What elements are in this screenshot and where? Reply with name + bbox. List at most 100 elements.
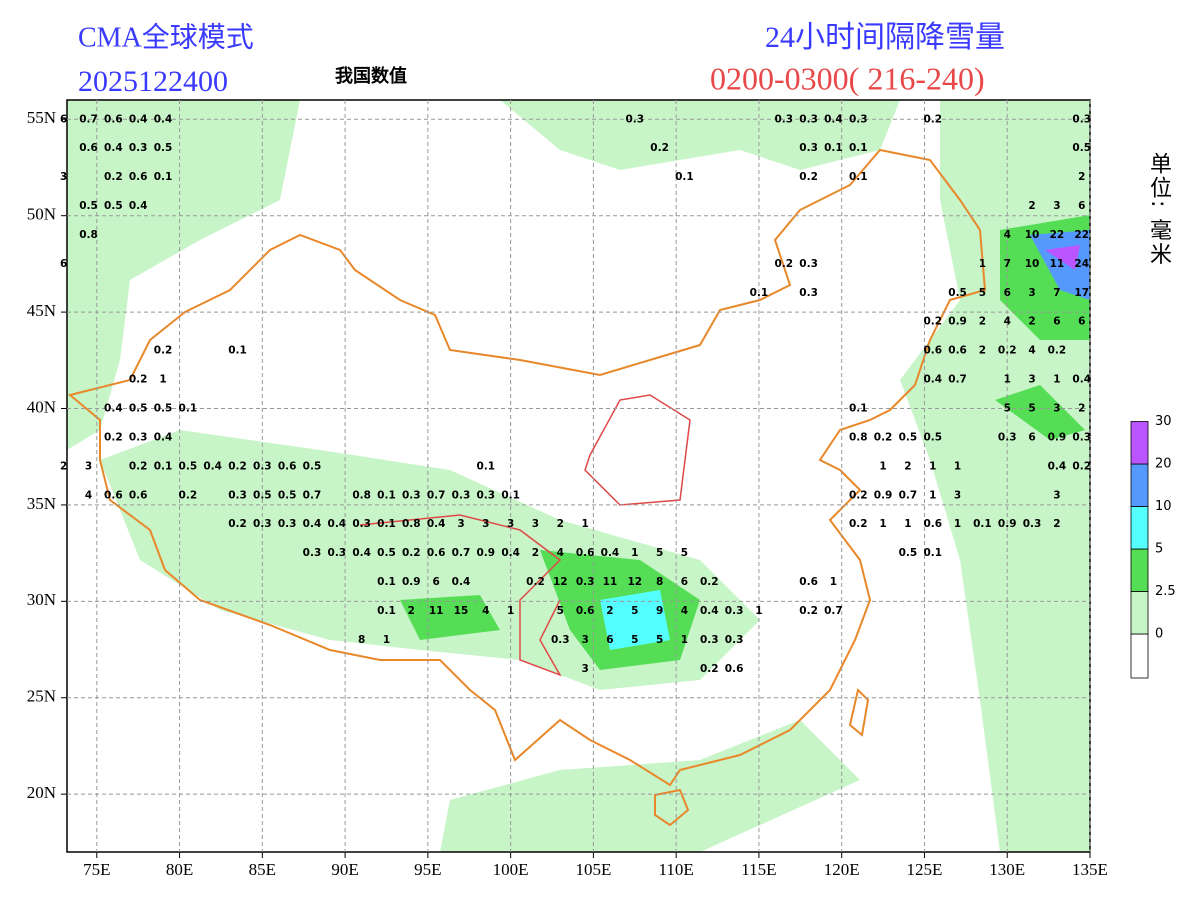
station-value: 4 — [85, 489, 92, 501]
station-value: 11 — [603, 576, 618, 588]
station-value: 0.2 — [228, 518, 247, 530]
x-tick-label: 100E — [493, 860, 529, 879]
y-tick-label: 50N — [27, 205, 56, 224]
station-value: 6 — [606, 634, 613, 646]
station-value: 10 — [1025, 258, 1040, 270]
station-value: 3 — [1053, 489, 1060, 501]
station-value: 0.5 — [899, 431, 918, 443]
legend-swatch — [1130, 591, 1149, 635]
country-border — [67, 148, 987, 787]
x-tick-label: 95E — [414, 860, 441, 879]
station-value: 17 — [1074, 287, 1089, 299]
station-value: 1 — [979, 258, 986, 270]
station-value: 0.9 — [402, 576, 421, 588]
station-value: 0.1 — [824, 142, 843, 154]
station-value: 0.4 — [501, 547, 520, 559]
station-value: 2 — [60, 460, 67, 472]
station-value: 0.1 — [849, 142, 868, 154]
station-value: 0.4 — [104, 142, 123, 154]
station-value: 2 — [1028, 316, 1035, 328]
station-value: 0.2 — [923, 113, 942, 125]
station-value: 0.8 — [849, 431, 868, 443]
station-value: 6 — [1078, 316, 1085, 328]
station-value: 0.3 — [774, 113, 793, 125]
station-value: 0.2 — [402, 547, 421, 559]
station-value: 6 — [1004, 287, 1011, 299]
station-value: 15 — [454, 605, 469, 617]
field-patch — [600, 590, 670, 650]
station-value: 11 — [429, 605, 444, 617]
station-value: 3 — [1028, 287, 1035, 299]
station-value: 0.3 — [799, 113, 818, 125]
station-value: 0.6 — [129, 171, 148, 183]
station-value: 1 — [755, 605, 762, 617]
legend-swatch — [1130, 548, 1149, 592]
product-title: 24小时间隔降雪量 — [765, 21, 1005, 54]
station-value: 1 — [581, 518, 588, 530]
field-patch — [500, 100, 900, 170]
station-value: 0.5 — [129, 403, 148, 415]
station-value: 0.1 — [179, 403, 198, 415]
station-value: 3 — [457, 518, 464, 530]
station-value: 22 — [1050, 229, 1065, 241]
station-value: 6 — [432, 576, 439, 588]
station-value: 1 — [1053, 374, 1060, 386]
legend-label: 30 — [1155, 414, 1172, 429]
station-value: 0.4 — [452, 576, 471, 588]
legend-label: 20 — [1155, 457, 1172, 472]
station-value: 0.3 — [799, 258, 818, 270]
station-value: 6 — [60, 258, 67, 270]
station-value: 0.6 — [104, 489, 123, 501]
station-value: 2 — [979, 316, 986, 328]
station-value: 0.2 — [923, 316, 942, 328]
station-value: 1 — [879, 518, 886, 530]
station-value: 0.1 — [675, 171, 694, 183]
station-value: 0.6 — [576, 547, 595, 559]
legend-label: 5 — [1155, 542, 1163, 557]
legend-label: 0 — [1155, 627, 1163, 642]
station-value: 0.2 — [1048, 345, 1067, 357]
station-value: 6 — [1053, 316, 1060, 328]
station-value: 12 — [627, 576, 642, 588]
station-value: 4 — [482, 605, 489, 617]
station-value: 0.2 — [1072, 460, 1091, 472]
field-patch — [900, 100, 1090, 852]
station-value: 0.5 — [179, 460, 198, 472]
station-value: 8 — [358, 634, 365, 646]
station-value: 0.3 — [1072, 431, 1091, 443]
station-value: 0.4 — [601, 547, 620, 559]
station-value: 3 — [482, 518, 489, 530]
station-value: 0.6 — [725, 663, 744, 675]
y-tick-label: 55N — [27, 108, 56, 127]
station-value: 5 — [631, 605, 638, 617]
station-value: 0.3 — [849, 113, 868, 125]
legend-label: 2.5 — [1155, 584, 1176, 599]
station-value: 0.5 — [154, 403, 173, 415]
station-value: 0.2 — [129, 460, 148, 472]
station-value: 0.3 — [278, 518, 297, 530]
station-value: 0.5 — [948, 287, 967, 299]
station-value: 24 — [1074, 258, 1089, 270]
station-value: 0.5 — [303, 460, 322, 472]
y-tick-label: 40N — [27, 397, 56, 416]
station-value: 5 — [656, 634, 663, 646]
run-time: 2025122400 — [78, 65, 228, 98]
station-value: 0.6 — [923, 518, 942, 530]
station-value: 0.8 — [352, 489, 371, 501]
station-value: 0.3 — [129, 431, 148, 443]
x-tick-label: 85E — [249, 860, 276, 879]
station-value: 3 — [954, 489, 961, 501]
station-value: 2 — [904, 460, 911, 472]
station-value: 5 — [681, 547, 688, 559]
station-value: 2 — [557, 518, 564, 530]
station-value: 22 — [1074, 229, 1089, 241]
station-value: 6 — [1078, 200, 1085, 212]
station-value: 0.1 — [750, 287, 769, 299]
map-frame — [66, 99, 1091, 853]
station-value: 1 — [507, 605, 514, 617]
station-value: 0.5 — [377, 547, 396, 559]
station-value: 1 — [830, 576, 837, 588]
station-value: 1 — [954, 460, 961, 472]
station-value: 1 — [681, 634, 688, 646]
